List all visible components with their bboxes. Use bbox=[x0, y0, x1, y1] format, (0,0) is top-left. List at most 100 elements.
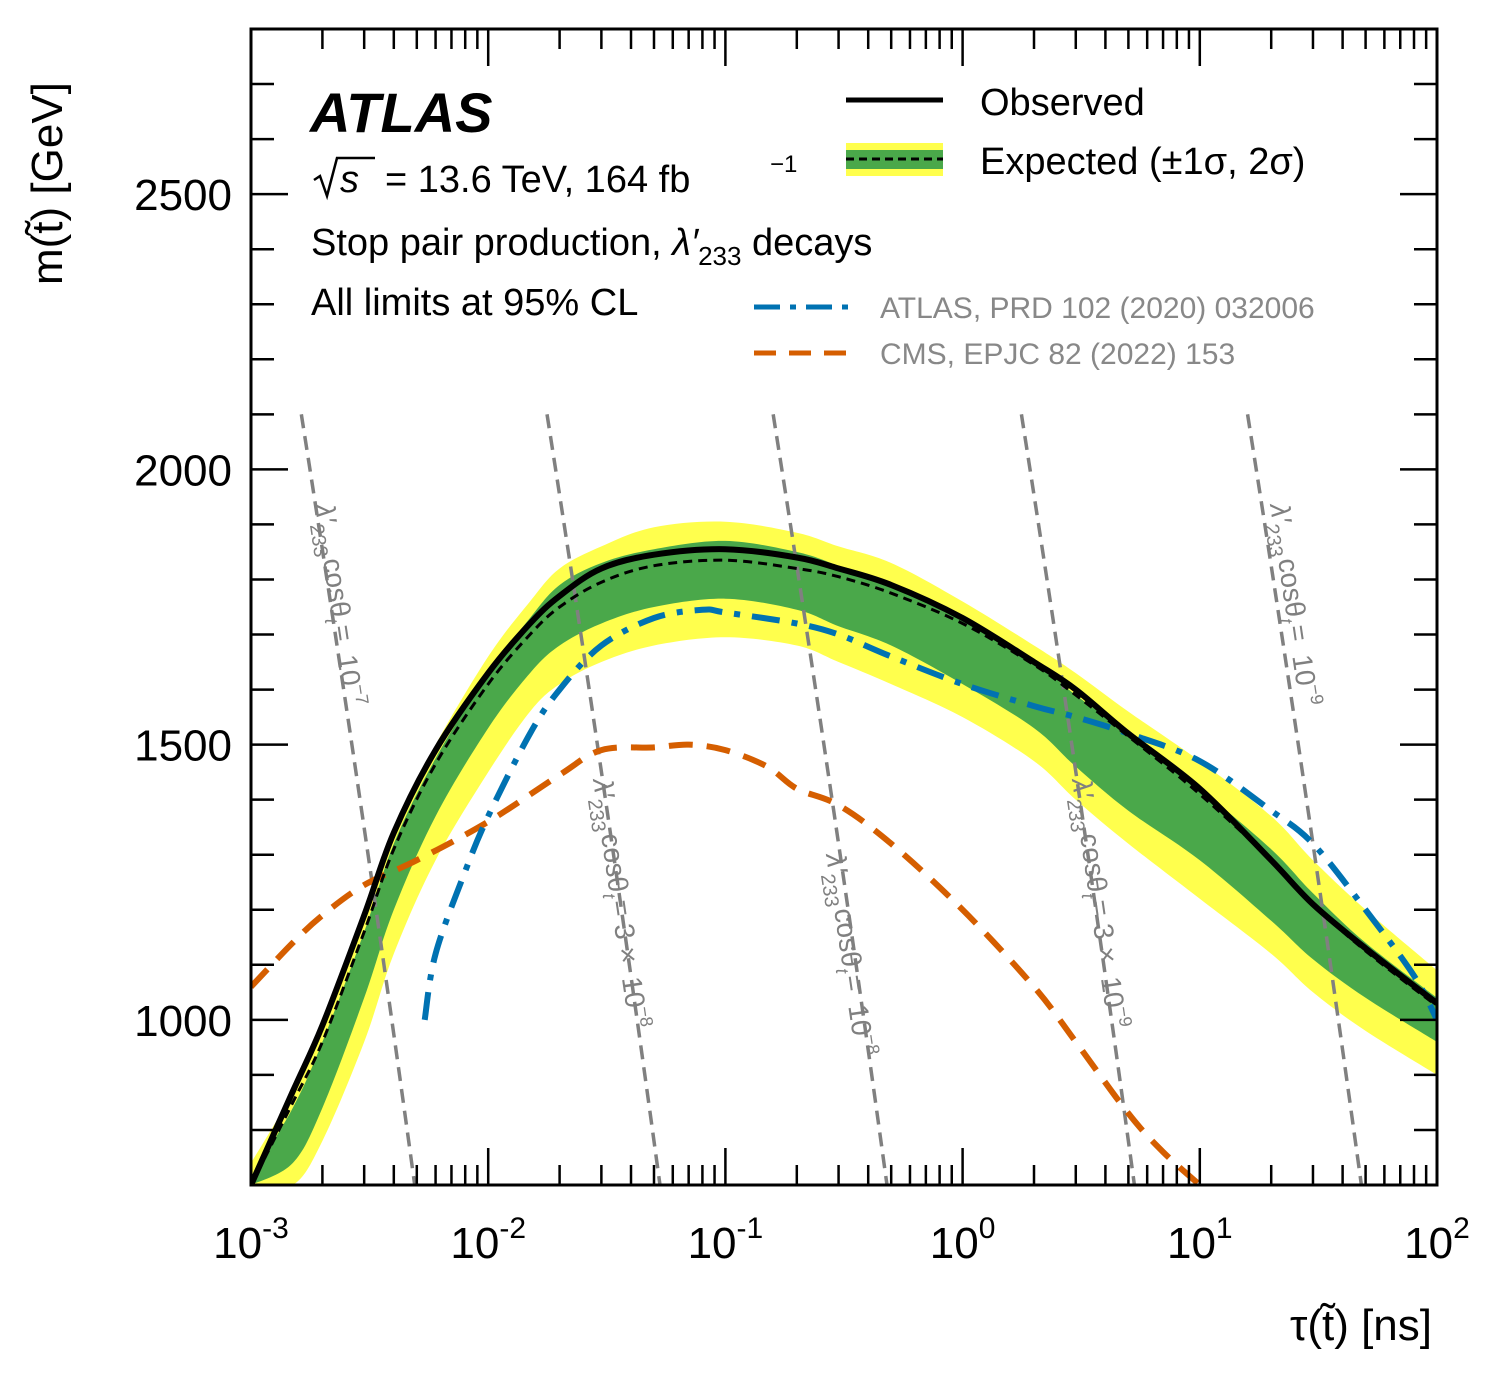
contour-label-part: −8 bbox=[861, 1033, 884, 1056]
x-tick-exponent: -3 bbox=[262, 1212, 289, 1245]
contour-label-text: λ′233cosθt= 10−9 bbox=[1257, 499, 1328, 709]
process-text: Stop pair production, λ′233 decays bbox=[311, 222, 872, 271]
contour-labels: λ′233cosθt= 10−7 λ′233cosθt= 3 × 10−8 λ′23… bbox=[302, 499, 1328, 1059]
contour-label-0: λ′233cosθt= 10−7 bbox=[302, 499, 373, 709]
legend-label-atlas-prev: ATLAS, PRD 102 (2020) 032006 bbox=[880, 292, 1315, 325]
contour-label-2: λ′233cosθt= 10−8 bbox=[813, 849, 884, 1059]
contour-line-3 bbox=[1019, 414, 1137, 1185]
contour-label-part: 10 bbox=[331, 652, 366, 687]
y-tick-label: 1000 bbox=[134, 997, 232, 1046]
contour-label-part: = bbox=[327, 623, 361, 651]
process-sub: 233 bbox=[698, 241, 741, 271]
expected-line bbox=[251, 558, 1437, 1185]
contour-label-part: = bbox=[1282, 623, 1316, 651]
x-tick-label: 10-3 bbox=[213, 1212, 289, 1268]
x-tick-base: 10 bbox=[450, 1219, 499, 1268]
legend-label-cms: CMS, EPJC 82 (2022) 153 bbox=[880, 338, 1235, 371]
x-tick-exponent: 1 bbox=[1216, 1212, 1233, 1245]
y-tick-label: 1500 bbox=[134, 722, 232, 771]
contour-label-part: 233 bbox=[816, 873, 843, 909]
process-prefix: Stop pair production, bbox=[311, 222, 672, 264]
legend-entry-atlas-prev: ATLAS, PRD 102 (2020) 032006 bbox=[754, 292, 1315, 325]
axis-ticks bbox=[249, 27, 1439, 1187]
contour-label-part: cosθ bbox=[595, 831, 634, 894]
x-tick-base: 10 bbox=[213, 1219, 262, 1268]
x-tick-base: 10 bbox=[688, 1219, 737, 1268]
energy-text: = 13.6 TeV, 164 fb bbox=[385, 159, 690, 201]
legend-entry-expected: Expected (±1σ, 2σ) bbox=[846, 141, 1305, 183]
contour-label-text: λ′233cosθt= 10−7 bbox=[302, 499, 373, 709]
lumi-exponent: −1 bbox=[770, 151, 797, 178]
band-2sigma bbox=[251, 521, 1437, 1185]
contour-label-part: 10 bbox=[842, 1002, 877, 1037]
x-tick-label: 102 bbox=[1404, 1212, 1470, 1268]
contour-label-part: 10 bbox=[616, 974, 651, 1009]
contour-label-part: 10 bbox=[1095, 974, 1130, 1009]
contour-label-part: = 3 × bbox=[1084, 898, 1125, 973]
contour-label-part: −7 bbox=[350, 683, 373, 706]
contour-label-part: −8 bbox=[634, 1005, 657, 1028]
legend-label-expected: Expected (±1σ, 2σ) bbox=[980, 141, 1305, 183]
legend-swatch-1sigma bbox=[846, 150, 943, 169]
legend-label-observed: Observed bbox=[980, 82, 1145, 124]
contour-line-2 bbox=[771, 414, 889, 1185]
x-axis-title: τ(t̃) [ns] bbox=[1290, 1301, 1432, 1350]
y-axis-title-text: m(t̃) [GeV] bbox=[23, 82, 72, 285]
process-suffix: decays bbox=[741, 222, 872, 264]
x-tick-label: 10-1 bbox=[688, 1212, 764, 1268]
contour-line-4 bbox=[1245, 414, 1364, 1185]
contour-label-part: −9 bbox=[1305, 683, 1328, 706]
x-tick-exponent: 0 bbox=[979, 1212, 996, 1245]
contour-label-part: t bbox=[832, 967, 853, 976]
x-tick-label: 101 bbox=[1167, 1212, 1233, 1268]
contour-label-part: 233 bbox=[1260, 523, 1287, 559]
contour-label-1: λ′233cosθt= 3 × 10−8 bbox=[580, 774, 657, 1031]
contour-label-part: cosθ bbox=[828, 906, 867, 969]
contour-label-part: 233 bbox=[1062, 798, 1089, 834]
contour-line-0 bbox=[299, 414, 417, 1185]
plot-frame bbox=[249, 27, 1439, 1187]
y-axis-title: m(t̃) [GeV] bbox=[23, 82, 72, 285]
contour-label-part: 233 bbox=[583, 798, 610, 834]
legend-entry-cms: CMS, EPJC 82 (2022) 153 bbox=[754, 338, 1235, 371]
atlas-label: ATLAS bbox=[308, 81, 493, 144]
contour-label-part: cosθ bbox=[317, 556, 356, 619]
cl-label: All limits at 95% CL bbox=[311, 282, 638, 324]
x-tick-base: 10 bbox=[930, 1219, 979, 1268]
x-tick-base: 10 bbox=[1404, 1219, 1453, 1268]
x-tick-exponent: -1 bbox=[737, 1212, 764, 1245]
contour-label-part: t bbox=[1078, 892, 1099, 901]
process-lambda: λ′ bbox=[670, 222, 700, 264]
contour-label-part: cosθ bbox=[1074, 831, 1113, 894]
contour-line-1 bbox=[545, 414, 662, 1185]
contour-label-part: t bbox=[321, 617, 342, 626]
x-tick-label: 100 bbox=[930, 1212, 996, 1268]
legend: Observed Expected (±1σ, 2σ) ATLAS, PRD 1… bbox=[754, 82, 1315, 371]
contour-label-part: 233 bbox=[305, 523, 332, 559]
x-tick-label: 10-2 bbox=[450, 1212, 526, 1268]
observed-line bbox=[251, 546, 1437, 1185]
atlas-prev-line bbox=[421, 606, 1437, 1022]
contour-label-part: 10 bbox=[1286, 652, 1321, 687]
x-tick-exponent: 2 bbox=[1453, 1212, 1470, 1245]
x-tick-base: 10 bbox=[1167, 1219, 1216, 1268]
process-label: Stop pair production, λ′233 decays bbox=[311, 222, 872, 271]
contour-label-text: λ′233cosθt= 10−8 bbox=[813, 849, 884, 1059]
contour-label-part: t bbox=[599, 892, 620, 901]
contour-label-text: λ′233cosθt= 3 × 10−8 bbox=[580, 774, 657, 1031]
contour-label-part: cosθ bbox=[1272, 556, 1311, 619]
contour-label-part: t bbox=[1276, 617, 1297, 626]
plot-area bbox=[251, 414, 1437, 1185]
contour-label-part: −9 bbox=[1113, 1005, 1136, 1028]
legend-entry-observed: Observed bbox=[846, 82, 1145, 124]
y-tick-label: 2500 bbox=[134, 171, 232, 220]
y-tick-label: 2000 bbox=[134, 446, 232, 495]
energy-prefix: s bbox=[340, 159, 359, 201]
x-tick-exponent: -2 bbox=[499, 1212, 526, 1245]
sqrt-symbol-icon bbox=[313, 156, 375, 201]
contour-label-part: = 3 × bbox=[605, 898, 646, 973]
contour-label-4: λ′233cosθt= 10−9 bbox=[1257, 499, 1328, 709]
contour-label-part: = bbox=[838, 973, 872, 1001]
